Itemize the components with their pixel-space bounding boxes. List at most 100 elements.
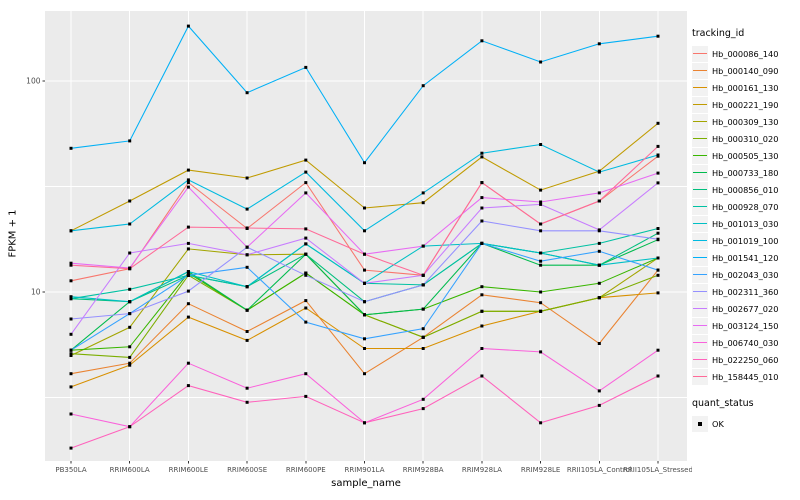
legend-key-line [692,300,708,317]
data-point [656,268,660,272]
x-tick-label: RRIM928BA [403,466,444,474]
panel-background [45,11,687,461]
legend-key-line [692,249,708,266]
data-point [480,293,484,297]
data-point [128,300,132,304]
data-point [186,289,190,293]
data-point [304,227,308,231]
data-point [245,386,249,390]
legend-item-label: Hb_000086_140 [712,48,779,59]
x-tick-label: RRIM600SE [227,466,267,474]
data-point [363,372,366,376]
legend-item-label: Hb_000505_130 [712,150,779,161]
data-point [128,222,132,226]
data-point [597,263,601,267]
legend-title: tracking_id [692,28,745,39]
legend-item-label: Hb_000221_190 [712,99,779,110]
legend-item-label: Hb_158445_010 [712,371,779,382]
data-point [69,279,73,283]
legend-item-Hb_001541_120: Hb_001541_120 [692,249,798,266]
legend-item-label: Hb_000140_090 [712,65,779,76]
legend-key-line [692,283,708,300]
data-point [480,219,484,223]
data-point [363,300,366,304]
data-point [69,295,73,299]
legend-key-line [692,96,708,113]
data-point [539,188,543,192]
data-point [421,347,425,350]
data-point [186,384,190,388]
data-point [304,299,308,303]
legend-item-label: Hb_001013_030 [712,218,779,229]
x-tick-label: RRIM901LA [344,466,384,474]
data-point [245,207,249,211]
legend-item-Hb_006740_030: Hb_006740_030 [692,334,798,351]
legend-item-label: Hb_002677_020 [712,303,779,314]
data-point [304,306,308,310]
data-point [421,191,425,195]
data-point [245,245,249,249]
data-point [480,309,484,313]
data-point [186,241,190,245]
legend-item-Hb_000221_190: Hb_000221_190 [692,96,798,113]
data-point [597,199,601,203]
data-point [128,139,132,143]
data-point [656,348,660,352]
data-point [69,297,73,301]
data-point [304,158,308,162]
data-point [69,354,73,357]
data-point [186,247,190,251]
data-point [245,308,249,312]
data-point [421,327,425,331]
data-point [480,374,484,378]
x-tick-label: PB350LA [55,466,86,474]
data-point [539,421,543,425]
data-point [363,206,366,210]
legend-key-line [692,266,708,283]
data-point [186,315,190,319]
point-icon [698,421,702,426]
data-point [363,281,366,285]
data-point [597,281,601,285]
data-point [128,345,132,349]
data-point [363,337,366,341]
data-point [186,361,190,365]
y-axis-title: FPKM + 1 [7,209,19,258]
data-point [69,412,73,416]
data-point [480,206,484,210]
data-point [186,270,190,274]
data-point [539,290,543,294]
data-point [656,231,660,235]
data-point [304,394,308,398]
data-point [186,302,190,306]
data-point [69,229,73,233]
data-point [480,155,484,159]
point-legend-key [692,415,708,432]
data-point [304,242,308,246]
legend-item-label: Hb_003124_150 [712,320,779,331]
data-point [597,249,601,253]
data-point [480,39,484,43]
data-point [128,363,132,367]
data-point [656,181,660,185]
point-legend-label: OK [712,418,724,429]
data-point [304,65,308,69]
data-point [69,372,73,376]
data-point [539,251,543,255]
data-point [304,181,308,185]
data-point [69,317,73,321]
legend-item-Hb_002043_030: Hb_002043_030 [692,266,798,283]
legend-key-line [692,62,708,79]
data-point [656,171,660,175]
data-point [597,228,601,232]
legend: tracking_id Hb_000086_140 Hb_000140_090 Hb… [692,28,798,432]
data-point [69,446,73,450]
data-point [363,347,366,350]
legend-key-line [692,334,708,351]
data-point [304,320,308,324]
legend-key-line [692,368,708,385]
data-point [421,201,425,205]
data-point [186,178,190,182]
data-point [539,200,543,204]
legend-key-line [692,45,708,62]
